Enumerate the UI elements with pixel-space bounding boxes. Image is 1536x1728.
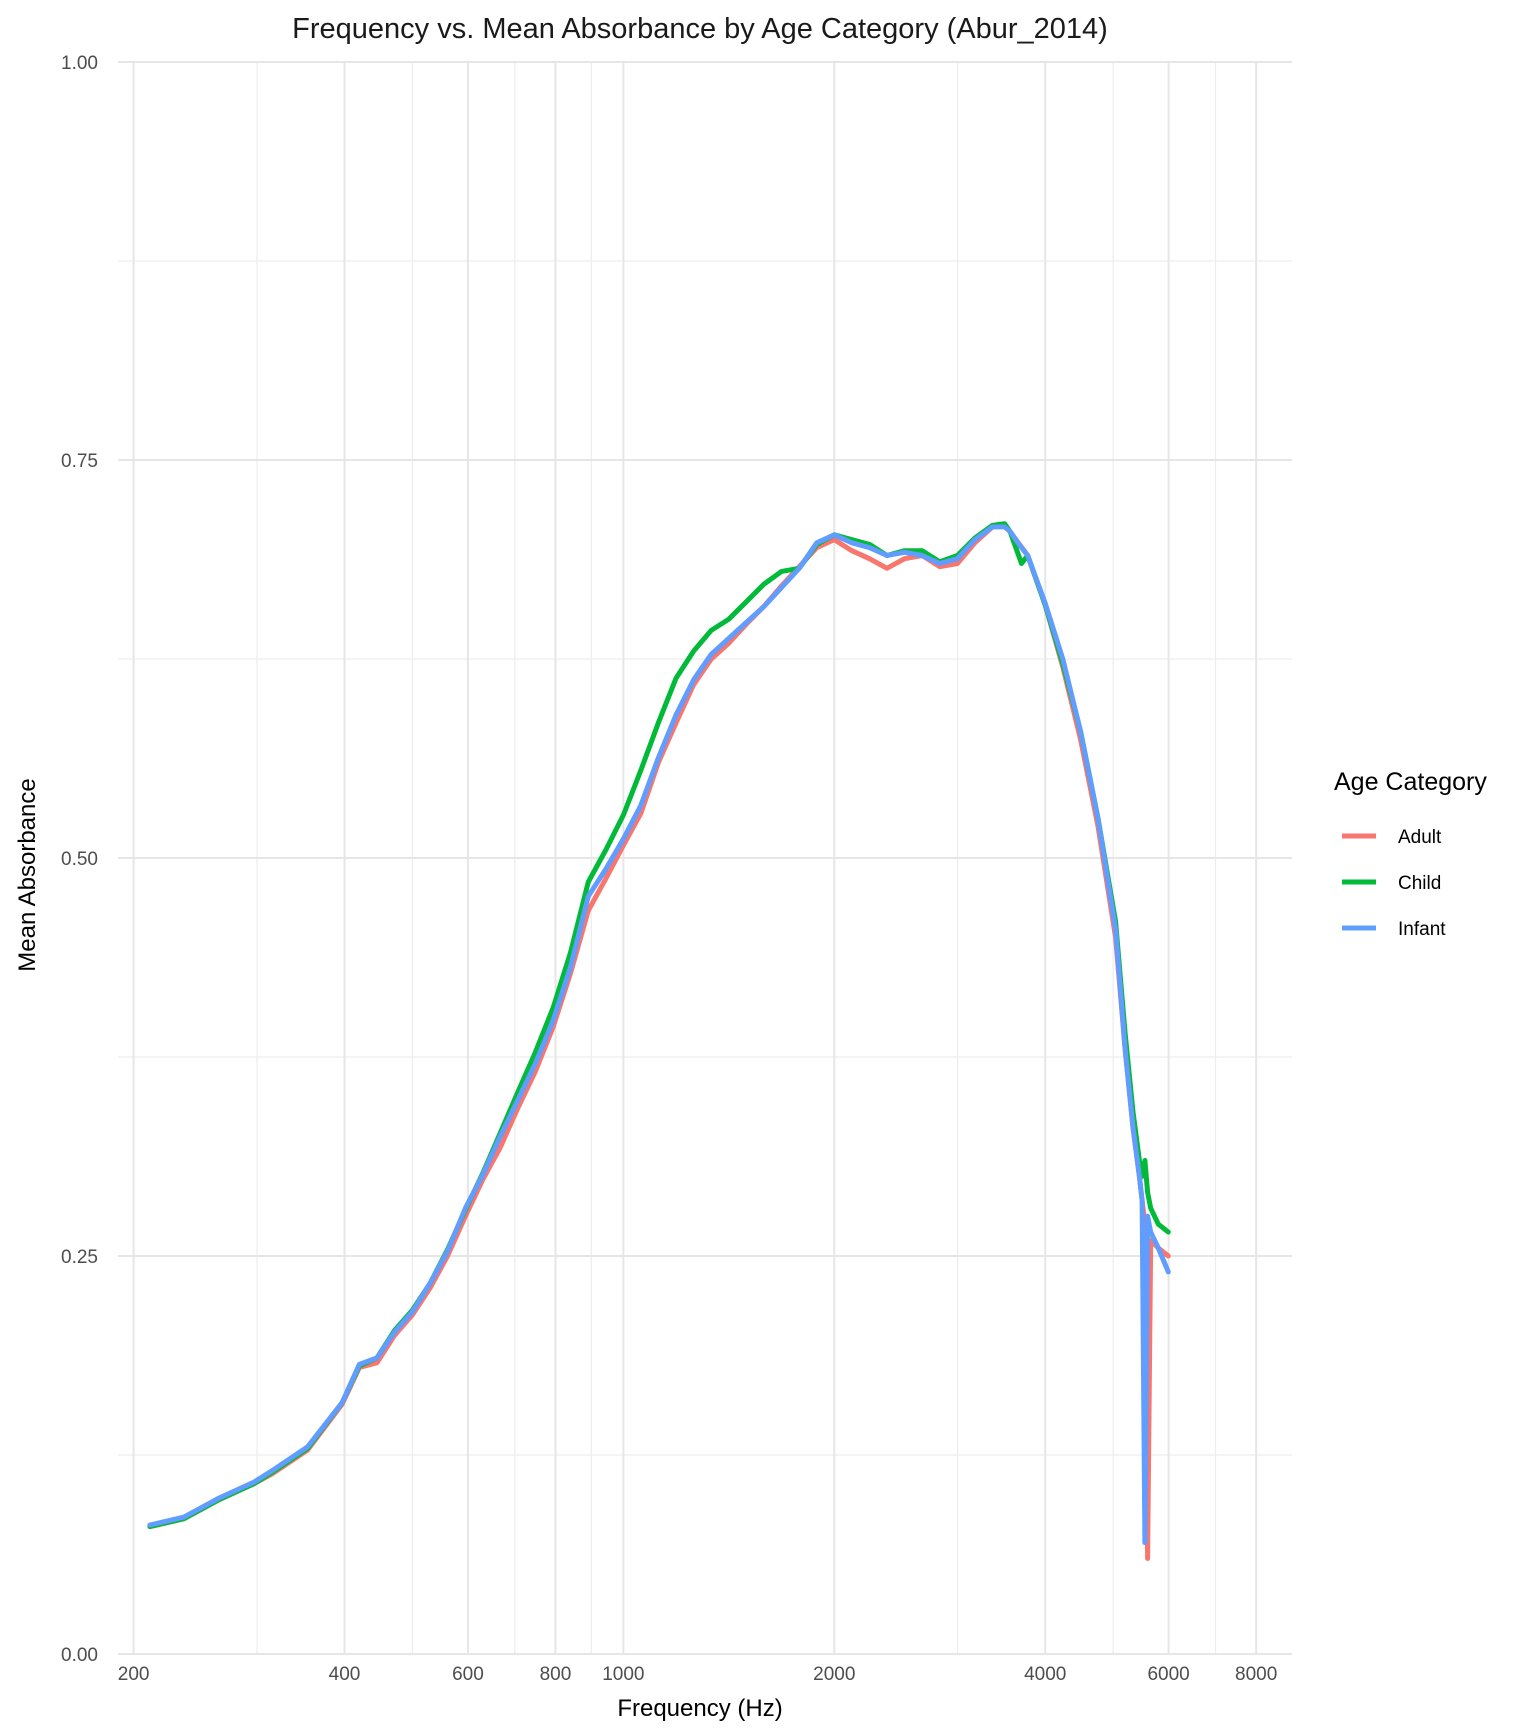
series-layer xyxy=(147,521,1171,1561)
x-tick-label: 8000 xyxy=(1235,1664,1277,1685)
legend-label-infant: Infant xyxy=(1398,919,1446,940)
y-tick-label: 0.25 xyxy=(61,1247,98,1268)
y-axis-title: Mean Absorbance xyxy=(14,778,41,971)
chart-title: Frequency vs. Mean Absorbance by Age Cat… xyxy=(292,13,1108,45)
y-axis-tick-labels: 0.00 0.25 0.50 0.75 1.00 xyxy=(61,53,98,1666)
grid-major-lines xyxy=(118,61,1292,1655)
y-tick-label: 0.00 xyxy=(61,1645,98,1666)
x-tick-label: 800 xyxy=(540,1664,572,1685)
x-tick-label: 400 xyxy=(329,1664,361,1685)
series-line-infant xyxy=(147,524,1171,1546)
x-axis-tick-labels: 200 400 600 800 1000 2000 4000 6000 8000 xyxy=(118,1664,1278,1685)
legend-label-child: Child xyxy=(1398,873,1441,894)
x-tick-label: 200 xyxy=(118,1664,150,1685)
y-tick-label: 0.75 xyxy=(61,451,98,472)
legend-title: Age Category xyxy=(1334,768,1487,796)
y-tick-label: 0.50 xyxy=(61,849,98,870)
x-tick-label: 2000 xyxy=(813,1664,855,1685)
legend: Age Category Adult Child Infant xyxy=(1334,768,1487,940)
x-axis-title: Frequency (Hz) xyxy=(617,1695,782,1722)
y-tick-label: 1.00 xyxy=(61,53,98,74)
x-tick-label: 600 xyxy=(452,1664,484,1685)
x-tick-label: 4000 xyxy=(1024,1664,1066,1685)
legend-items: Adult Child Infant xyxy=(1342,827,1446,940)
x-tick-label: 1000 xyxy=(602,1664,644,1685)
x-tick-label: 6000 xyxy=(1147,1664,1189,1685)
legend-label-adult: Adult xyxy=(1398,827,1442,848)
